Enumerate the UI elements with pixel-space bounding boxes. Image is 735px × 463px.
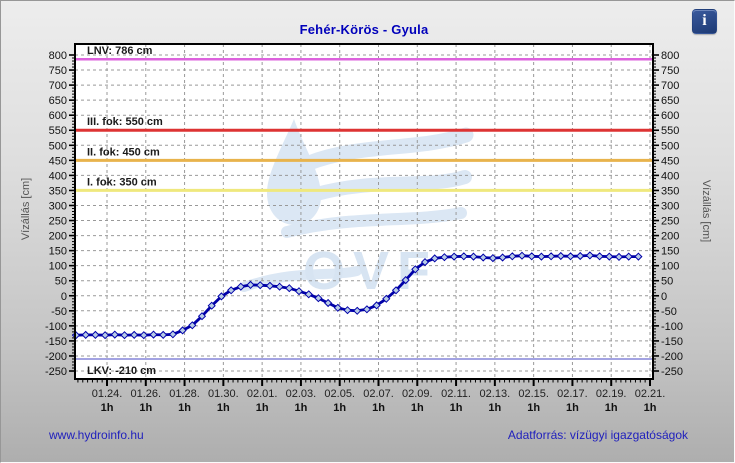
svg-text:800: 800 bbox=[49, 50, 67, 62]
svg-text:01.30.: 01.30. bbox=[208, 388, 239, 400]
svg-text:650: 650 bbox=[49, 95, 67, 107]
svg-text:1h: 1h bbox=[256, 402, 269, 414]
svg-text:01.28.: 01.28. bbox=[169, 388, 200, 400]
svg-text:-150: -150 bbox=[45, 336, 67, 348]
svg-text:100: 100 bbox=[49, 261, 67, 273]
info-button[interactable]: i bbox=[692, 9, 717, 34]
svg-text:-100: -100 bbox=[661, 321, 683, 333]
plot-background bbox=[75, 44, 653, 379]
svg-text:1h: 1h bbox=[605, 402, 618, 414]
svg-text:50: 50 bbox=[55, 276, 67, 288]
svg-text:1h: 1h bbox=[217, 402, 230, 414]
svg-text:750: 750 bbox=[661, 65, 679, 77]
svg-text:0: 0 bbox=[61, 291, 67, 303]
svg-text:1h: 1h bbox=[139, 402, 152, 414]
svg-text:550: 550 bbox=[49, 125, 67, 137]
svg-text:02.19.: 02.19. bbox=[596, 388, 627, 400]
svg-text:50: 50 bbox=[661, 276, 673, 288]
svg-text:02.09.: 02.09. bbox=[402, 388, 433, 400]
svg-text:100: 100 bbox=[661, 261, 679, 273]
svg-text:150: 150 bbox=[661, 246, 679, 258]
svg-text:LKV: -210 cm: LKV: -210 cm bbox=[87, 365, 156, 377]
svg-text:500: 500 bbox=[661, 140, 679, 152]
y-axis-title-right: Vízállás [cm] bbox=[700, 180, 712, 242]
svg-text:450: 450 bbox=[661, 155, 679, 167]
data-series-layer bbox=[71, 251, 643, 340]
svg-text:750: 750 bbox=[49, 65, 67, 77]
svg-text:-50: -50 bbox=[51, 306, 67, 318]
reference-lines-layer: LNV: 786 cm III. fok: 550 cm II. fok: 450 … bbox=[75, 45, 653, 377]
svg-text:LNV: 786 cm: LNV: 786 cm bbox=[87, 45, 153, 57]
svg-text:1h: 1h bbox=[178, 402, 191, 414]
svg-text:200: 200 bbox=[661, 231, 679, 243]
svg-text:1h: 1h bbox=[566, 402, 579, 414]
plot-border bbox=[74, 43, 654, 380]
svg-text:-150: -150 bbox=[661, 336, 683, 348]
svg-text:III. fok: 550 cm: III. fok: 550 cm bbox=[87, 116, 163, 128]
svg-text:1h: 1h bbox=[411, 402, 424, 414]
svg-text:1h: 1h bbox=[488, 402, 501, 414]
svg-text:1h: 1h bbox=[333, 402, 346, 414]
svg-text:550: 550 bbox=[661, 125, 679, 137]
svg-text:02.13.: 02.13. bbox=[480, 388, 511, 400]
page-title: Fehér-Körös - Gyula bbox=[299, 22, 429, 37]
svg-text:1h: 1h bbox=[450, 402, 463, 414]
svg-text:01.26.: 01.26. bbox=[130, 388, 161, 400]
y-axis-title-left: Vízállás [cm] bbox=[20, 178, 32, 240]
svg-text:-50: -50 bbox=[661, 306, 677, 318]
svg-text:02.07.: 02.07. bbox=[363, 388, 394, 400]
svg-text:-200: -200 bbox=[661, 351, 683, 363]
svg-text:1h: 1h bbox=[527, 402, 540, 414]
data-source-label: Adatforrás: vízügyi igazgatóságok bbox=[507, 428, 688, 442]
svg-text:02.03.: 02.03. bbox=[286, 388, 317, 400]
svg-text:01.24.: 01.24. bbox=[92, 388, 123, 400]
svg-text:I. fok: 350 cm: I. fok: 350 cm bbox=[87, 176, 157, 188]
svg-text:1h: 1h bbox=[644, 402, 657, 414]
svg-text:-250: -250 bbox=[45, 366, 67, 378]
svg-text:02.15.: 02.15. bbox=[518, 388, 549, 400]
svg-text:1h: 1h bbox=[101, 402, 114, 414]
svg-text:800: 800 bbox=[661, 50, 679, 62]
info-icon: i bbox=[702, 12, 707, 29]
svg-text:02.01.: 02.01. bbox=[247, 388, 278, 400]
svg-text:250: 250 bbox=[49, 216, 67, 228]
svg-text:-100: -100 bbox=[45, 321, 67, 333]
svg-text:700: 700 bbox=[49, 80, 67, 92]
hydroinfo-link[interactable]: www.hydroinfo.hu bbox=[49, 428, 144, 442]
svg-text:250: 250 bbox=[661, 216, 679, 228]
svg-text:400: 400 bbox=[49, 170, 67, 182]
svg-text:200: 200 bbox=[49, 231, 67, 243]
svg-text:450: 450 bbox=[49, 155, 67, 167]
svg-text:02.11.: 02.11. bbox=[441, 388, 471, 400]
svg-text:300: 300 bbox=[49, 200, 67, 212]
svg-text:350: 350 bbox=[661, 185, 679, 197]
svg-text:400: 400 bbox=[661, 170, 679, 182]
svg-text:1h: 1h bbox=[295, 402, 308, 414]
svg-text:0: 0 bbox=[661, 291, 667, 303]
svg-text:650: 650 bbox=[661, 95, 679, 107]
svg-text:02.17.: 02.17. bbox=[557, 388, 588, 400]
svg-text:600: 600 bbox=[49, 110, 67, 122]
svg-text:500: 500 bbox=[49, 140, 67, 152]
svg-text:-200: -200 bbox=[45, 351, 67, 363]
ovf-watermark-text: OVF bbox=[303, 241, 438, 301]
svg-text:350: 350 bbox=[49, 185, 67, 197]
svg-text:II. fok: 450 cm: II. fok: 450 cm bbox=[87, 146, 160, 158]
svg-text:02.21.: 02.21. bbox=[635, 388, 666, 400]
svg-text:150: 150 bbox=[49, 246, 67, 258]
svg-text:1h: 1h bbox=[372, 402, 385, 414]
svg-text:02.05.: 02.05. bbox=[324, 388, 355, 400]
svg-text:300: 300 bbox=[661, 200, 679, 212]
svg-text:-250: -250 bbox=[661, 366, 683, 378]
svg-text:700: 700 bbox=[661, 80, 679, 92]
svg-text:600: 600 bbox=[661, 110, 679, 122]
